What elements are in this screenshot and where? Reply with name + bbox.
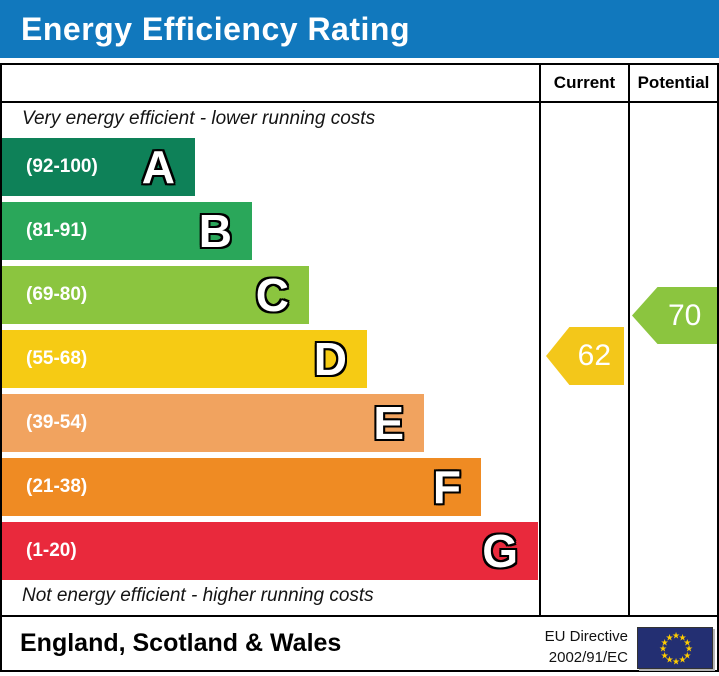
title-bar: Energy Efficiency Rating	[0, 0, 719, 58]
band-f: (21-38) F	[2, 458, 481, 516]
bottom-caption: Not energy efficient - higher running co…	[22, 585, 374, 606]
current-rating-value: 62	[577, 339, 612, 372]
eu-directive-label: EU Directive 2002/91/EC	[470, 626, 628, 668]
band-range-label: (92-100)	[26, 156, 98, 177]
band-b: (81-91) B	[2, 202, 252, 260]
band-letter-label: G	[482, 525, 518, 577]
current-column-header: Current	[553, 73, 616, 92]
band-letter-label: D	[313, 333, 347, 385]
band-letter-label: B	[198, 205, 232, 257]
band-a: (92-100) A	[2, 138, 195, 196]
band-letter-label: E	[373, 397, 404, 449]
page-title: Energy Efficiency Rating	[21, 11, 410, 47]
current-column-divider	[539, 63, 541, 617]
band-range-label: (81-91)	[26, 220, 88, 241]
potential-column-header: Potential	[637, 73, 710, 92]
potential-rating-value: 70	[668, 299, 702, 332]
potential-column-divider	[628, 63, 630, 617]
top-caption: Very energy efficient - lower running co…	[22, 108, 376, 129]
region-label: England, Scotland & Wales	[20, 629, 342, 657]
band-g: (1-20) G	[2, 522, 538, 580]
current-rating-arrow: 62	[546, 327, 624, 385]
band-range-label: (21-38)	[26, 476, 88, 497]
band-e: (39-54) E	[2, 394, 424, 452]
band-letter-label: A	[141, 141, 175, 193]
band-range-label: (55-68)	[26, 348, 88, 369]
band-range-label: (1-20)	[26, 540, 77, 561]
chart-left-border	[0, 63, 2, 617]
band-d: (55-68) D	[2, 330, 367, 388]
potential-rating-arrow: 70	[632, 287, 717, 344]
header-row-divider	[0, 101, 719, 103]
eu-directive-line1: EU Directive	[544, 628, 628, 645]
band-range-label: (39-54)	[26, 412, 88, 433]
band-letter-label: F	[432, 461, 461, 513]
band-letter-label: C	[255, 269, 289, 321]
eu-flag-icon	[637, 627, 713, 669]
band-c: (69-80) C	[2, 266, 309, 324]
chart-top-border	[0, 63, 719, 65]
band-range-label: (69-80)	[26, 284, 88, 305]
chart-bottom-border	[0, 615, 719, 617]
eu-directive-line2: 2002/91/EC	[548, 649, 628, 666]
footer-right-border	[717, 615, 719, 672]
chart-right-border	[717, 63, 719, 617]
footer-left-border	[0, 615, 2, 672]
footer-bottom-border	[0, 670, 719, 672]
